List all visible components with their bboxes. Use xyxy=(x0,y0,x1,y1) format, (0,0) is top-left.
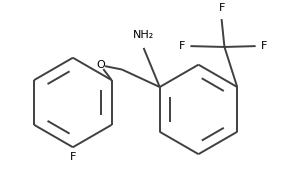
Text: F: F xyxy=(70,152,76,162)
Text: F: F xyxy=(260,41,267,51)
Text: O: O xyxy=(96,60,105,70)
Text: F: F xyxy=(179,41,185,51)
Text: F: F xyxy=(218,3,225,13)
Text: NH₂: NH₂ xyxy=(133,30,154,40)
